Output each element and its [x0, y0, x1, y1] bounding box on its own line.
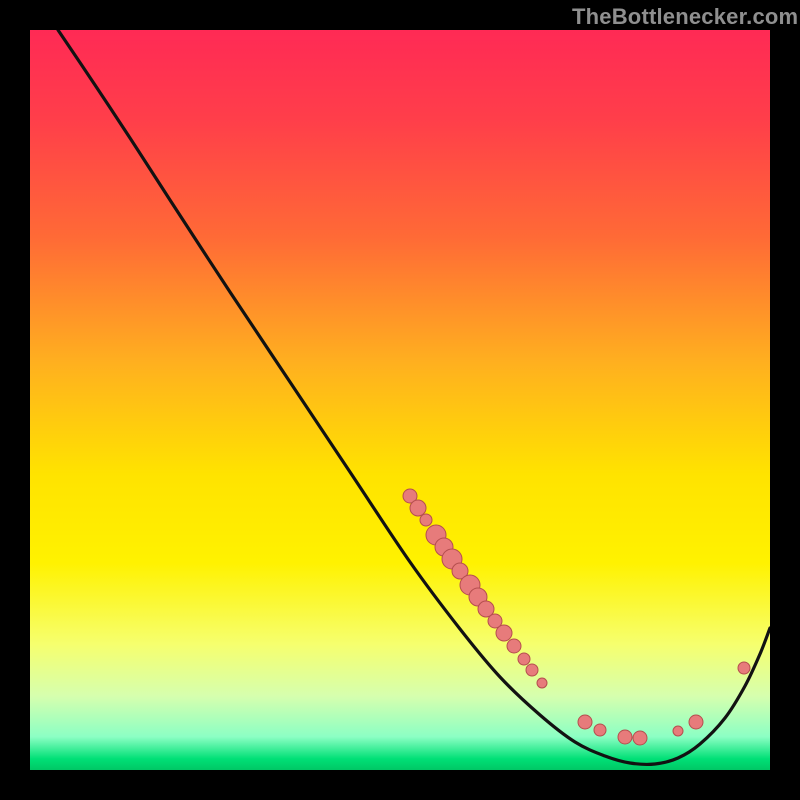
scatter-marker — [507, 639, 521, 653]
watermark-text: TheBottlenecker.com — [572, 4, 798, 30]
scatter-marker — [420, 514, 432, 526]
scatter-marker — [496, 625, 512, 641]
scatter-marker — [518, 653, 530, 665]
scatter-marker — [578, 715, 592, 729]
scatter-marker — [410, 500, 426, 516]
scatter-marker — [633, 731, 647, 745]
gradient-fill — [30, 30, 770, 770]
plot-area — [30, 30, 770, 770]
scatter-marker — [689, 715, 703, 729]
scatter-marker — [673, 726, 683, 736]
scatter-marker — [618, 730, 632, 744]
scatter-marker — [526, 664, 538, 676]
scatter-marker — [738, 662, 750, 674]
scatter-marker — [594, 724, 606, 736]
scatter-marker — [537, 678, 547, 688]
